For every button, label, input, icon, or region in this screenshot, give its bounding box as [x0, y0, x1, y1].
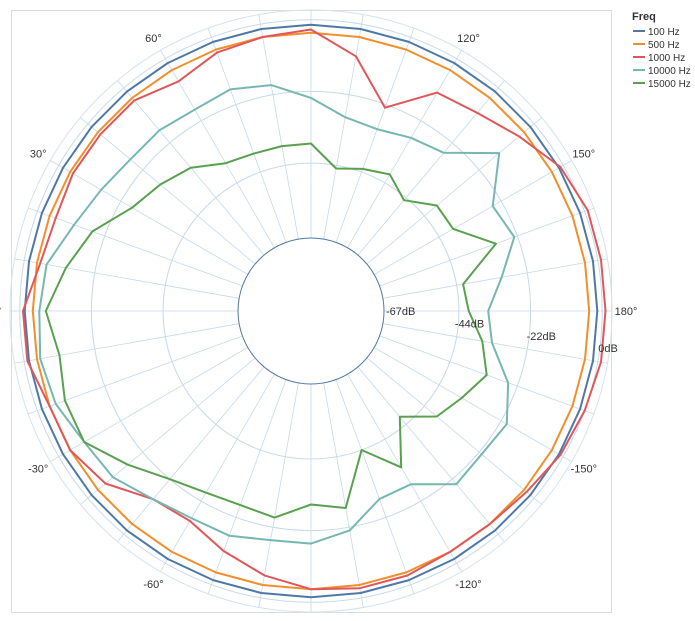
- angular-grid-line: [379, 207, 594, 287]
- radial-tick-label: -67dB: [386, 306, 415, 318]
- angular-grid-line: [382, 258, 608, 299]
- angular-grid-line: [374, 347, 572, 462]
- angular-grid-line: [28, 207, 243, 287]
- angular-grid-line: [323, 14, 364, 240]
- angular-grid-line: [117, 366, 265, 542]
- angle-tick-label: 90°: [303, 0, 320, 3]
- angular-grid-line: [258, 14, 299, 240]
- series-line-1000-hz: [22, 28, 607, 591]
- legend-title: Freq: [632, 11, 656, 23]
- angular-grid-line: [335, 28, 415, 243]
- angle-tick-label: -30°: [28, 464, 48, 476]
- legend-label: 500 Hz: [648, 40, 680, 51]
- angular-grid-line: [50, 160, 248, 275]
- angle-tick-label: -120°: [455, 579, 481, 591]
- series-line-15000-hz: [44, 142, 497, 519]
- angular-grid-line: [160, 50, 275, 248]
- angular-grid-line: [80, 117, 256, 265]
- angular-grid-line: [160, 374, 275, 572]
- angular-grid-line: [366, 357, 542, 505]
- radial-tick-label: -22dB: [527, 331, 556, 343]
- angle-tick-label: 180°: [615, 306, 638, 318]
- angular-grid-line: [366, 117, 542, 265]
- angular-grid-line: [14, 323, 240, 364]
- angular-grid-line: [382, 323, 608, 364]
- angular-grid-line: [50, 347, 248, 462]
- angle-tick-label: -150°: [571, 464, 597, 476]
- angular-grid-line: [14, 258, 240, 299]
- angular-grid-line: [207, 379, 287, 594]
- angular-grid-line: [323, 382, 364, 608]
- angle-tick-label: 150°: [572, 149, 595, 161]
- radial-tick-label: -44dB: [455, 319, 484, 331]
- angular-grid-line: [374, 160, 572, 275]
- angular-grid-line: [347, 374, 462, 572]
- angular-grid-line: [347, 50, 462, 248]
- angular-grid-line: [357, 366, 505, 542]
- series-line-10000-hz: [38, 84, 516, 545]
- legend-label: 100 Hz: [648, 27, 680, 38]
- angle-tick-label: 30°: [30, 149, 47, 161]
- angular-grid-line: [357, 80, 505, 256]
- angular-grid-line: [28, 335, 243, 415]
- angle-tick-label: 120°: [457, 33, 480, 45]
- angle-tick-label: 60°: [145, 33, 162, 45]
- angular-grid-line: [258, 382, 299, 608]
- inner-axis-circle: [237, 237, 385, 385]
- angular-grid-line: [80, 357, 256, 505]
- angular-grid-line: [335, 379, 415, 594]
- angle-tick-label: 0°: [0, 306, 1, 318]
- angular-grid-line: [207, 28, 287, 243]
- legend-label: 15000 Hz: [648, 79, 691, 90]
- series-line-100-hz: [23, 23, 599, 599]
- legend-label: 10000 Hz: [648, 66, 691, 77]
- angle-tick-label: -60°: [143, 579, 163, 591]
- legend-label: 1000 Hz: [648, 53, 685, 64]
- radial-tick-label: 0dB: [598, 343, 618, 355]
